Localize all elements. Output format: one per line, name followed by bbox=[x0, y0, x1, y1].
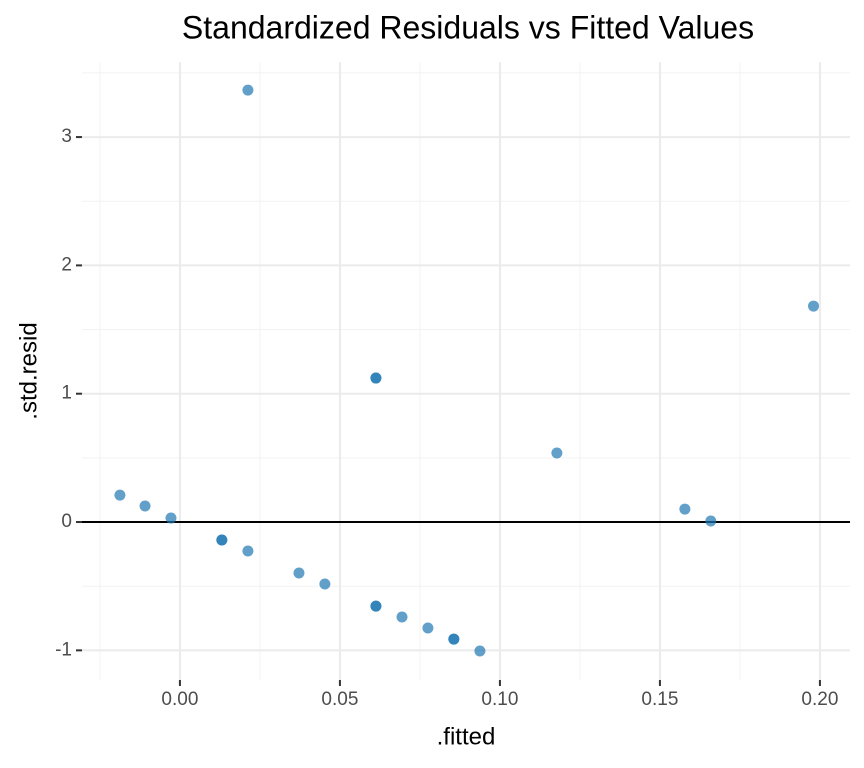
point bbox=[551, 447, 563, 459]
point bbox=[242, 545, 254, 557]
point bbox=[165, 512, 177, 524]
x-tick-label: 0.05 bbox=[321, 689, 358, 710]
y-tick-label: 0 bbox=[61, 511, 72, 532]
x-axis-label: .fitted bbox=[437, 723, 496, 750]
point bbox=[679, 503, 691, 515]
point bbox=[242, 84, 254, 96]
y-tick-label: 2 bbox=[61, 254, 72, 275]
x-tick-label: 0.20 bbox=[801, 689, 838, 710]
point bbox=[293, 567, 305, 579]
point bbox=[370, 600, 382, 612]
point bbox=[114, 489, 126, 501]
point bbox=[474, 645, 486, 657]
point bbox=[216, 534, 228, 546]
chart-title: Standardized Residuals vs Fitted Values bbox=[182, 9, 754, 45]
point bbox=[139, 500, 151, 512]
point bbox=[370, 372, 382, 384]
point bbox=[448, 633, 460, 645]
y-axis-label: .std.resid bbox=[15, 322, 42, 419]
y-tick-label: 3 bbox=[61, 126, 72, 147]
point bbox=[396, 611, 408, 623]
y-tick-label: 1 bbox=[61, 383, 72, 404]
x-tick-label: 0.10 bbox=[481, 689, 518, 710]
x-tick-label: 0.15 bbox=[641, 689, 678, 710]
x-tick-label: 0.00 bbox=[161, 689, 198, 710]
point bbox=[808, 300, 820, 312]
point bbox=[319, 578, 331, 590]
y-tick-label: -1 bbox=[55, 639, 72, 660]
point bbox=[705, 515, 717, 527]
point bbox=[422, 622, 434, 634]
